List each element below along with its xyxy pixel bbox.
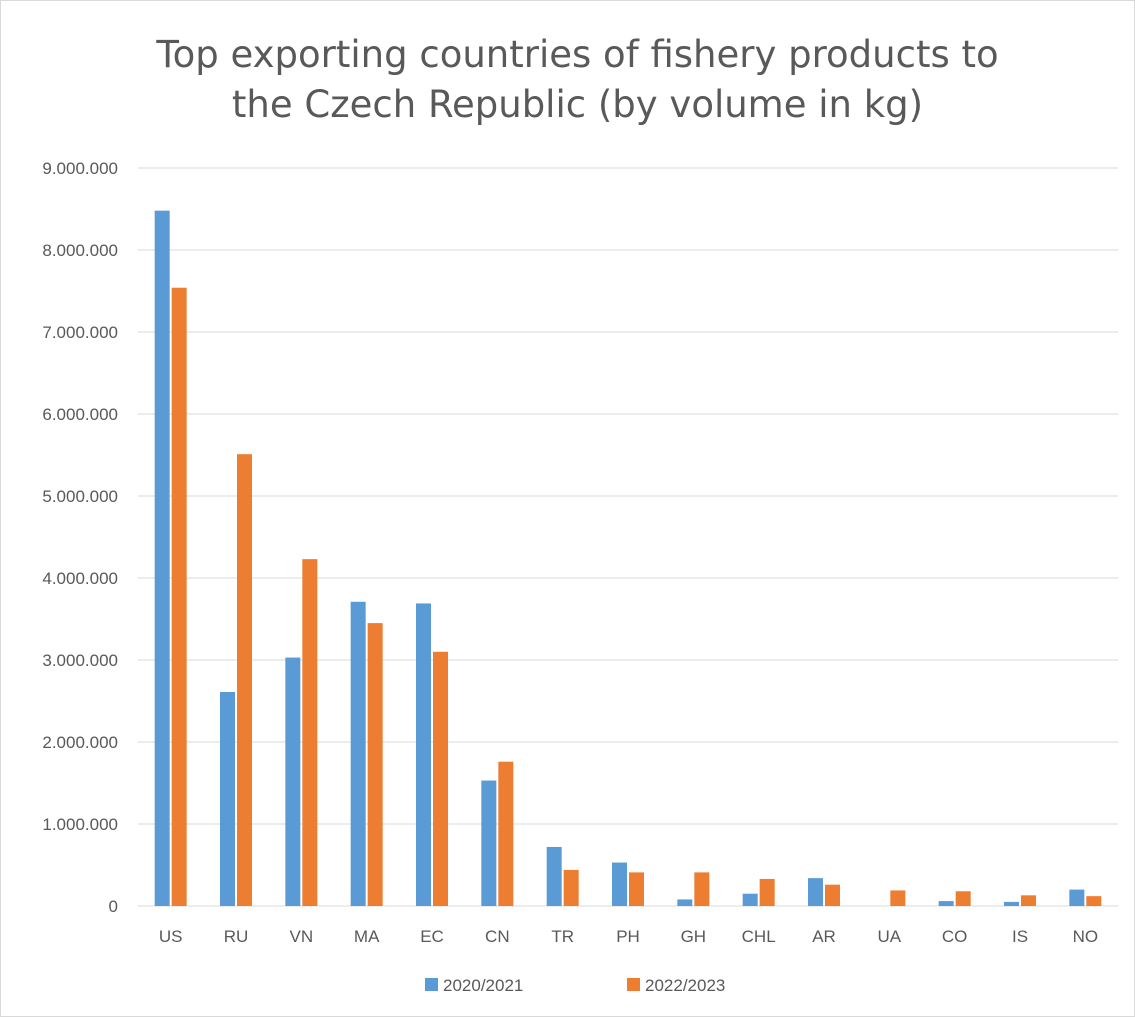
x-category-label: TR bbox=[551, 927, 574, 946]
bar-2022-2023-ph bbox=[629, 872, 644, 906]
x-category-label: NO bbox=[1073, 927, 1099, 946]
bar-2020-2021-us bbox=[154, 210, 170, 906]
bar-2020-2021-no bbox=[1069, 889, 1085, 906]
bar-2022-2023-tr bbox=[563, 869, 579, 906]
x-category-label: EC bbox=[420, 927, 444, 946]
bar-2022-2023-co bbox=[955, 891, 971, 906]
y-tick-label: 9.000.000 bbox=[42, 159, 118, 178]
chart-title-line-2: the Czech Republic (by volume in kg) bbox=[231, 83, 924, 126]
x-category-label: AR bbox=[812, 927, 836, 946]
legend-swatch bbox=[425, 978, 438, 991]
bar-2020-2021-ar bbox=[808, 878, 823, 906]
y-tick-label: 3.000.000 bbox=[42, 651, 118, 670]
y-tick-label: 6.000.000 bbox=[42, 405, 118, 424]
legend-swatch bbox=[627, 978, 640, 991]
gridlines bbox=[138, 167, 1118, 907]
legend-label: 2022/2023 bbox=[645, 976, 725, 995]
bar-2020-2021-gh bbox=[677, 899, 693, 906]
bar-2022-2023-vn bbox=[302, 559, 318, 906]
y-tick-label: 7.000.000 bbox=[42, 323, 118, 342]
bars bbox=[154, 210, 1102, 907]
bar-2022-2023-is bbox=[1021, 895, 1036, 906]
x-category-label: PH bbox=[616, 927, 640, 946]
chart-title: Top exporting countries of fishery produ… bbox=[0, 30, 1135, 130]
y-tick-label: 0 bbox=[109, 897, 118, 916]
bar-2020-2021-vn bbox=[285, 657, 301, 906]
chart-title-line-1: Top exporting countries of fishery produ… bbox=[156, 33, 999, 76]
bar-2020-2021-ru bbox=[220, 691, 235, 906]
bar-2020-2021-cn bbox=[481, 780, 497, 906]
bar-2020-2021-ma bbox=[350, 601, 366, 906]
bar-2022-2023-cn bbox=[498, 761, 514, 906]
bar-2022-2023-ar bbox=[825, 884, 840, 906]
legend: 2020/2021 2022/2023 bbox=[425, 976, 725, 995]
bar-2022-2023-ec bbox=[433, 651, 448, 906]
y-tick-label: 5.000.000 bbox=[42, 487, 118, 506]
bar-2020-2021-is bbox=[1004, 901, 1019, 906]
bar-2022-2023-no bbox=[1086, 896, 1102, 906]
x-category-label: RU bbox=[224, 927, 249, 946]
x-category-label: VN bbox=[290, 927, 314, 946]
y-tick-label: 2.000.000 bbox=[42, 733, 118, 752]
bar-2022-2023-chl bbox=[759, 878, 775, 906]
bar-2022-2023-ru bbox=[237, 454, 252, 906]
bar-2020-2021-co bbox=[938, 901, 954, 906]
x-category-label: CHL bbox=[742, 927, 776, 946]
x-category-label: MA bbox=[354, 927, 380, 946]
bar-2020-2021-chl bbox=[742, 893, 758, 906]
x-category-label: CO bbox=[942, 927, 968, 946]
x-category-label: UA bbox=[878, 927, 902, 946]
x-category-label: CN bbox=[485, 927, 510, 946]
y-tick-label: 4.000.000 bbox=[42, 569, 118, 588]
bar-2022-2023-gh bbox=[694, 872, 710, 906]
bar-2022-2023-ma bbox=[367, 623, 383, 906]
y-axis-ticks: 0 1.000.000 2.000.000 3.000.000 4.000.000 5.0… bbox=[42, 159, 118, 916]
y-tick-label: 8.000.000 bbox=[42, 241, 118, 260]
x-category-label: GH bbox=[681, 927, 707, 946]
x-category-label: US bbox=[159, 927, 183, 946]
y-tick-label: 1.000.000 bbox=[42, 815, 118, 834]
bar-2020-2021-tr bbox=[546, 846, 562, 906]
bar-2020-2021-ph bbox=[612, 862, 627, 906]
x-axis-categories: US RU VN MA EC CN TR PH GH CHL AR UA CO IS NO bbox=[159, 927, 1098, 946]
bar-2022-2023-ua bbox=[890, 890, 906, 906]
bar-2022-2023-us bbox=[171, 287, 187, 907]
x-category-label: IS bbox=[1012, 927, 1028, 946]
legend-label: 2020/2021 bbox=[443, 976, 523, 995]
bar-2020-2021-ec bbox=[416, 603, 431, 906]
